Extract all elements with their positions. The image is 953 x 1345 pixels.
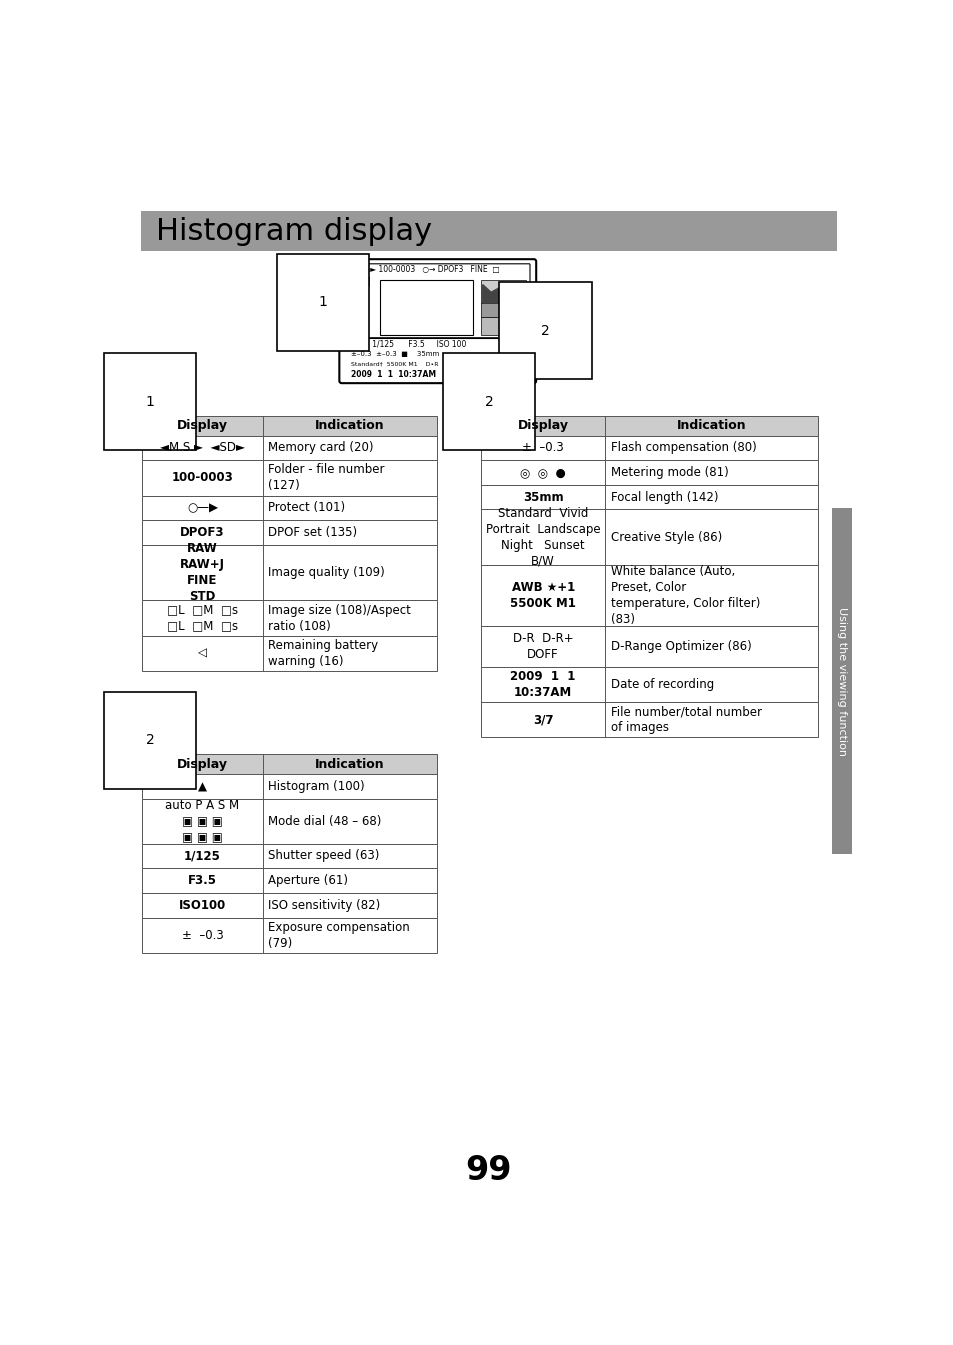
Text: Indication: Indication — [314, 420, 384, 432]
Text: 1/125: 1/125 — [184, 850, 221, 862]
Bar — [142, 869, 436, 893]
Text: 1: 1 — [146, 394, 154, 409]
Bar — [480, 436, 818, 460]
FancyBboxPatch shape — [345, 264, 530, 338]
Text: P       1/125      F3.5     ISO 100: P 1/125 F3.5 ISO 100 — [351, 339, 466, 348]
Bar — [142, 755, 436, 775]
Bar — [480, 484, 818, 510]
Bar — [480, 460, 818, 484]
Bar — [480, 627, 818, 667]
Text: Date of recording: Date of recording — [610, 678, 713, 691]
Text: 35mm: 35mm — [522, 491, 563, 503]
Text: DPOF3: DPOF3 — [180, 526, 225, 539]
Text: ▲: ▲ — [198, 780, 207, 794]
Bar — [831, 508, 851, 854]
Text: ±  –0.3: ± –0.3 — [521, 441, 563, 455]
Text: Display: Display — [177, 420, 228, 432]
Bar — [142, 917, 436, 954]
Text: Creative Style (86): Creative Style (86) — [610, 531, 721, 543]
Text: Metering mode (81): Metering mode (81) — [610, 465, 727, 479]
Bar — [480, 667, 818, 702]
Text: File number/total number
of images: File number/total number of images — [610, 705, 760, 734]
Text: Image size (108)/Aspect
ratio (108): Image size (108)/Aspect ratio (108) — [268, 604, 411, 632]
Bar — [142, 436, 436, 460]
Text: ◄MS► 100-0003   ○→ DPOF3   FINE  □: ◄MS► 100-0003 ○→ DPOF3 FINE □ — [353, 265, 498, 273]
Text: 99: 99 — [465, 1154, 512, 1186]
Bar — [480, 510, 818, 565]
Text: ○—▶: ○—▶ — [187, 502, 218, 514]
Text: Standard†  5500K M1    D•R: Standard† 5500K M1 D•R — [351, 362, 438, 366]
Text: Image quality (109): Image quality (109) — [268, 566, 384, 580]
Bar — [141, 211, 836, 252]
Text: Indication: Indication — [314, 757, 384, 771]
Text: Folder - file number
(127): Folder - file number (127) — [268, 464, 384, 492]
Text: 3/7: 3/7 — [533, 713, 553, 726]
Bar — [480, 416, 818, 436]
Text: ◁□: ◁□ — [353, 274, 371, 285]
Text: D-R  D-R+
DOFF: D-R D-R+ DOFF — [513, 632, 573, 660]
Text: ◄M.S.►  ◄SD►: ◄M.S.► ◄SD► — [160, 441, 245, 455]
Text: 2: 2 — [540, 324, 549, 338]
Text: auto P A S M
▣ ▣ ▣
▣ ▣ ▣: auto P A S M ▣ ▣ ▣ ▣ ▣ ▣ — [165, 799, 239, 843]
Text: Exposure compensation
(79): Exposure compensation (79) — [268, 921, 410, 950]
Bar — [480, 317, 525, 335]
Bar — [142, 636, 436, 671]
FancyBboxPatch shape — [339, 260, 536, 383]
Bar — [142, 495, 436, 521]
Text: Mode dial (48 – 68): Mode dial (48 – 68) — [268, 815, 381, 827]
Text: ◎  ◎  ●: ◎ ◎ ● — [519, 465, 565, 479]
Bar — [142, 545, 436, 600]
Text: Indication: Indication — [677, 420, 746, 432]
Text: 2009  1  1
10:37AM: 2009 1 1 10:37AM — [510, 670, 576, 699]
Text: Shutter speed (63): Shutter speed (63) — [268, 850, 379, 862]
Text: DPOF set (135): DPOF set (135) — [268, 526, 356, 539]
Text: ±–0.3  ±–0.3  ■    35mm: ±–0.3 ±–0.3 ■ 35mm — [351, 351, 438, 356]
Text: RAW
RAW+J
FINE
STD: RAW RAW+J FINE STD — [180, 542, 225, 603]
Text: ISO sensitivity (82): ISO sensitivity (82) — [268, 898, 380, 912]
Bar — [142, 893, 436, 917]
Text: Standard  Vivid
Portrait  Landscape
Night   Sunset
B/W: Standard Vivid Portrait Landscape Night … — [485, 507, 599, 568]
Bar — [142, 775, 436, 799]
Bar — [480, 565, 818, 627]
Polygon shape — [482, 285, 524, 303]
Text: Memory card (20): Memory card (20) — [268, 441, 374, 455]
Text: ◁: ◁ — [198, 647, 207, 660]
Text: Remaining battery
warning (16): Remaining battery warning (16) — [268, 639, 377, 668]
Text: 2: 2 — [484, 394, 493, 409]
Text: Display: Display — [517, 420, 568, 432]
Bar — [142, 600, 436, 636]
Text: Aperture (61): Aperture (61) — [268, 874, 348, 888]
Text: D-Range Optimizer (86): D-Range Optimizer (86) — [610, 640, 751, 654]
Text: 2: 2 — [146, 733, 154, 748]
Bar — [480, 303, 525, 317]
Text: White balance (Auto,
Preset, Color
temperature, Color filter)
(83): White balance (Auto, Preset, Color tempe… — [610, 565, 760, 627]
Text: Display: Display — [177, 757, 228, 771]
Text: AWB ★+1
5500K M1: AWB ★+1 5500K M1 — [510, 581, 576, 611]
Text: ±  –0.3: ± –0.3 — [181, 929, 223, 942]
Bar — [380, 280, 473, 335]
Text: Flash compensation (80): Flash compensation (80) — [610, 441, 756, 455]
Text: Histogram (100): Histogram (100) — [268, 780, 364, 794]
Text: 1: 1 — [318, 296, 327, 309]
Bar — [142, 521, 436, 545]
Bar — [142, 799, 436, 843]
Text: Protect (101): Protect (101) — [268, 502, 345, 514]
Text: ISO100: ISO100 — [179, 898, 226, 912]
Bar — [480, 280, 525, 303]
Text: 2009  1  1  10:37AM             3/7: 2009 1 1 10:37AM 3/7 — [351, 370, 483, 378]
Text: Using the viewing function: Using the viewing function — [836, 607, 845, 756]
Text: Focal length (142): Focal length (142) — [610, 491, 718, 503]
Text: 100-0003: 100-0003 — [172, 471, 233, 484]
Bar — [142, 460, 436, 495]
Bar — [480, 702, 818, 737]
Text: Histogram display: Histogram display — [156, 217, 432, 246]
Text: □L  □M  □s
□L  □M  □s: □L □M □s □L □M □s — [167, 604, 238, 632]
Bar — [142, 843, 436, 869]
Bar — [142, 416, 436, 436]
Text: F3.5: F3.5 — [188, 874, 217, 888]
